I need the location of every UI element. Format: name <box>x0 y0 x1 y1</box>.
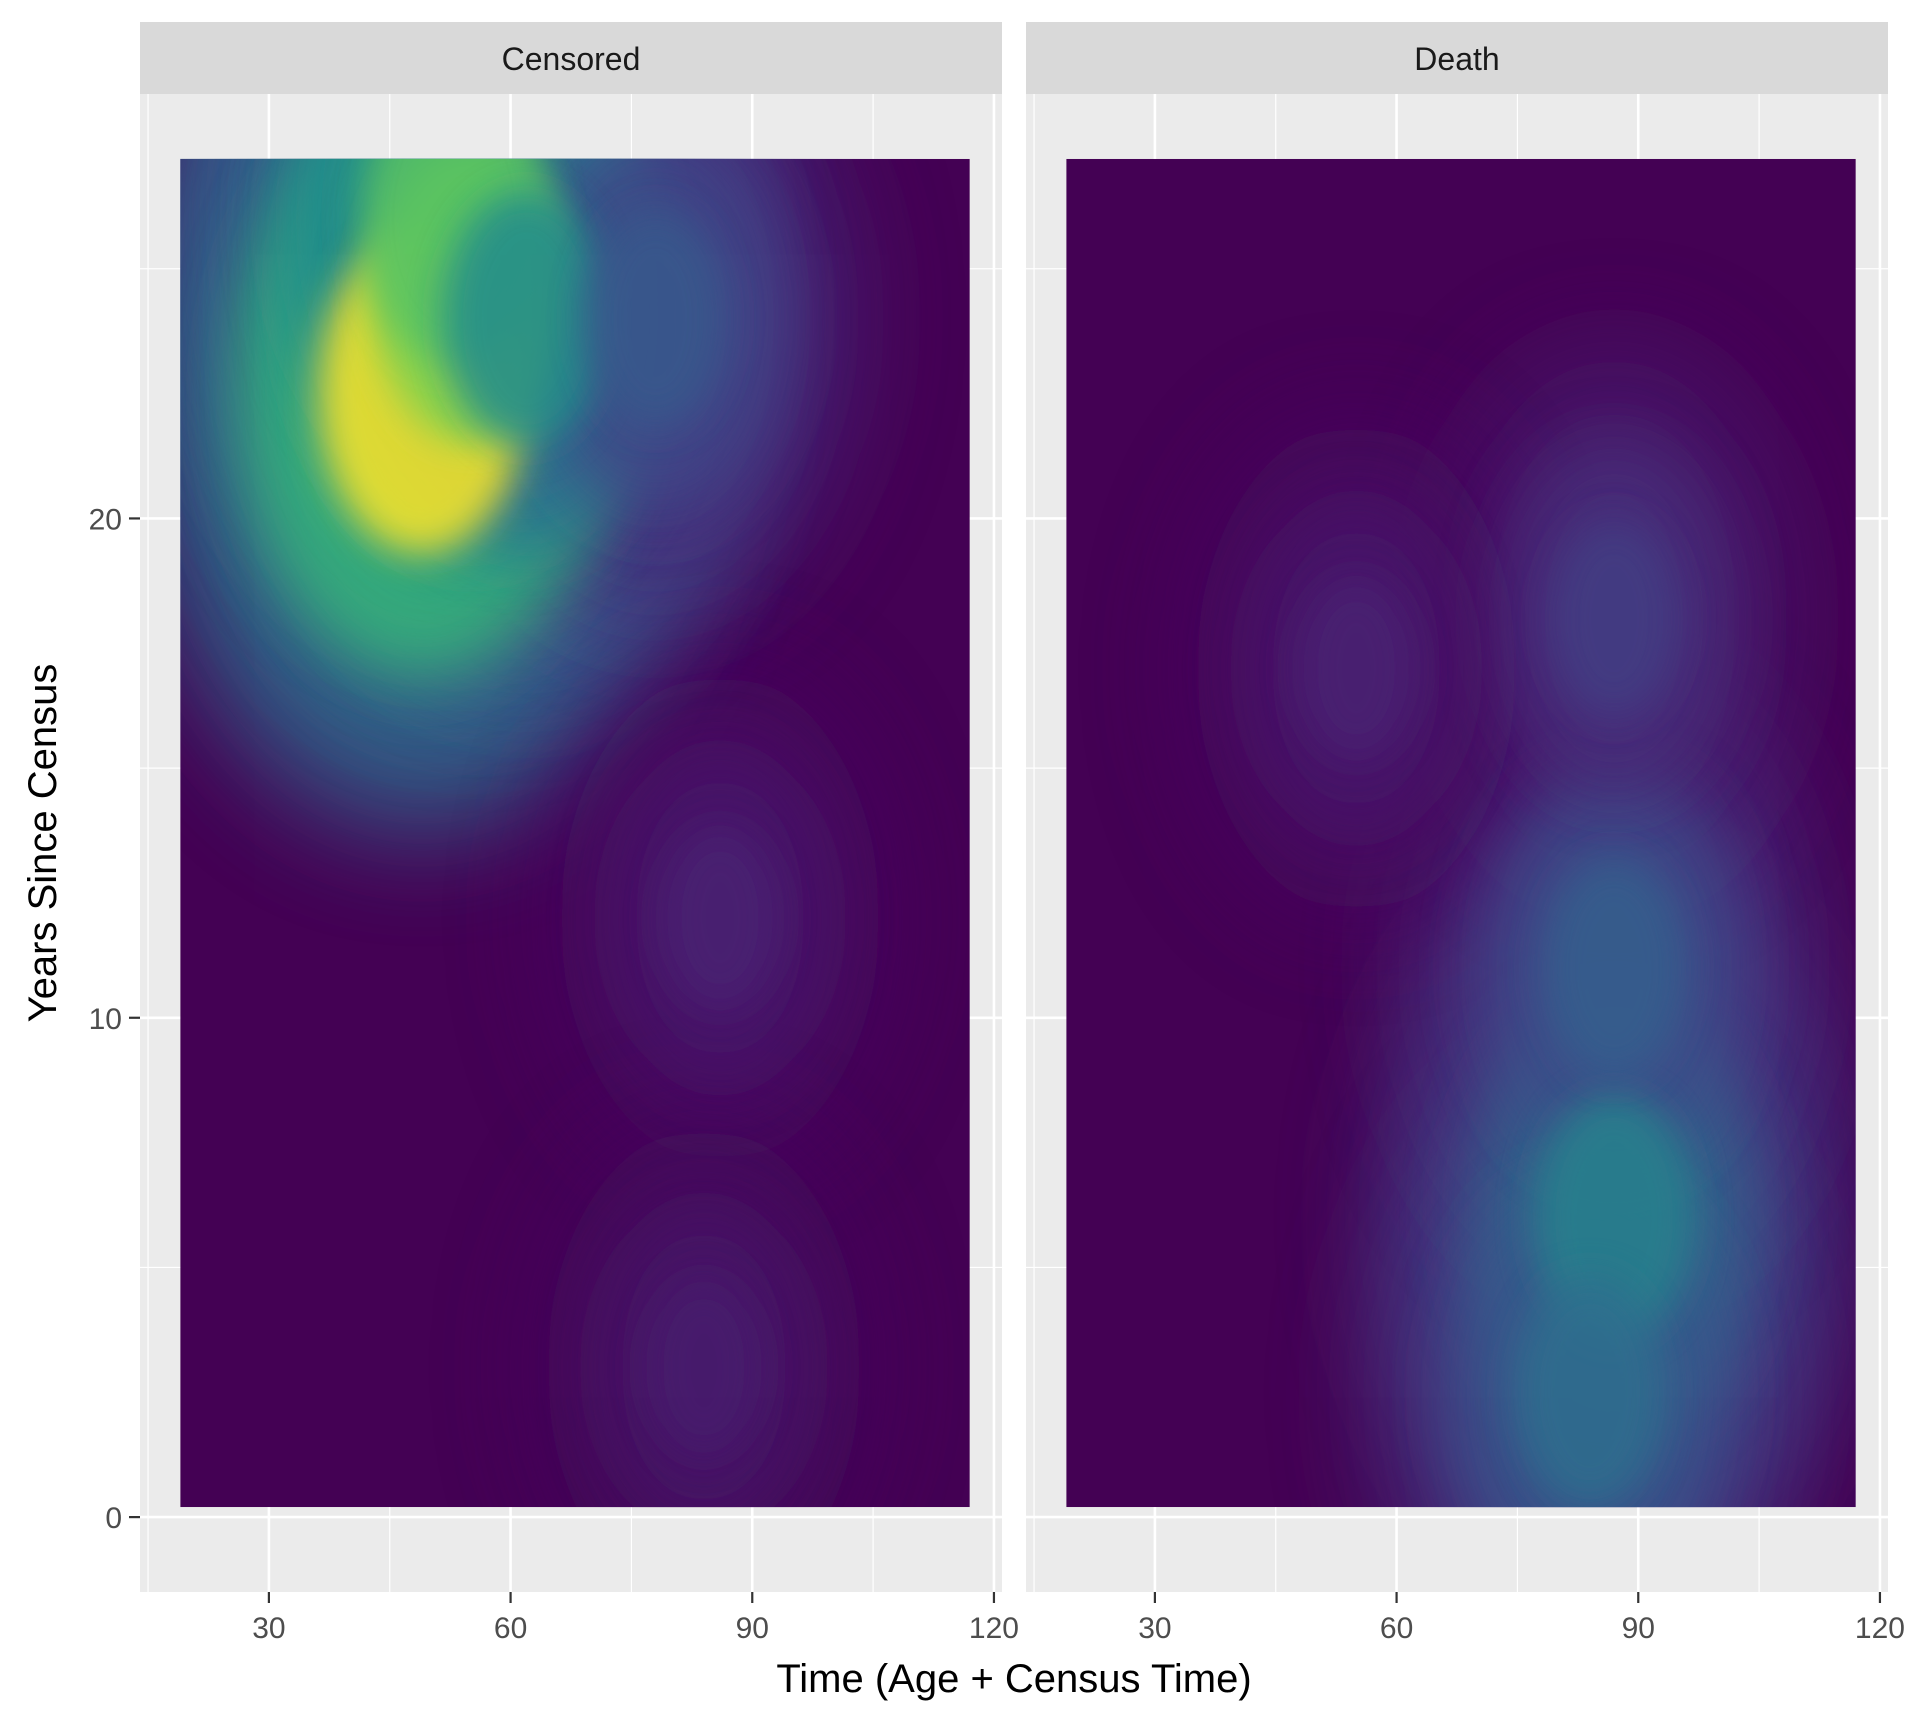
panel-death: Death <box>1026 22 1888 1592</box>
strip-censored <box>140 22 1002 94</box>
density-surface-censored <box>180 158 970 1508</box>
density-peak <box>1541 856 1687 1079</box>
y-axis-title: Years Since Census <box>21 664 65 1023</box>
x-tick-label: 90 <box>1622 1612 1655 1645</box>
density-peak <box>646 1278 762 1456</box>
strip-label-death: Death <box>1414 41 1499 77</box>
density-peak <box>442 189 611 448</box>
x-tick-label: 60 <box>1380 1612 1413 1645</box>
panel-censored: Censored <box>140 22 1002 1592</box>
x-tick-label: 120 <box>969 1612 1019 1645</box>
y-tick-label: 0 <box>105 1502 122 1535</box>
x-axis-censored: 30 60 90 120 <box>252 1592 1019 1645</box>
y-axis: 0 10 20 <box>89 503 140 1535</box>
x-tick-label: 30 <box>252 1612 285 1645</box>
density-peak <box>1513 1275 1667 1508</box>
y-tick-label: 20 <box>89 503 122 536</box>
x-axis-death: 30 60 90 120 <box>1138 1592 1905 1645</box>
density-peak <box>584 210 727 428</box>
y-tick-label: 10 <box>89 1003 122 1036</box>
x-tick-label: 90 <box>736 1612 769 1645</box>
x-tick-label: 30 <box>1138 1612 1171 1645</box>
x-axis-title: Time (Age + Census Time) <box>776 1657 1251 1701</box>
x-tick-label: 60 <box>494 1612 527 1645</box>
density-surface-death <box>1066 158 1856 1508</box>
strip-death <box>1026 22 1888 94</box>
density-peak <box>1297 578 1416 759</box>
density-peak <box>1550 520 1679 717</box>
density-peak <box>661 827 779 1009</box>
x-tick-label: 120 <box>1855 1612 1905 1645</box>
strip-label-censored: Censored <box>502 41 641 77</box>
